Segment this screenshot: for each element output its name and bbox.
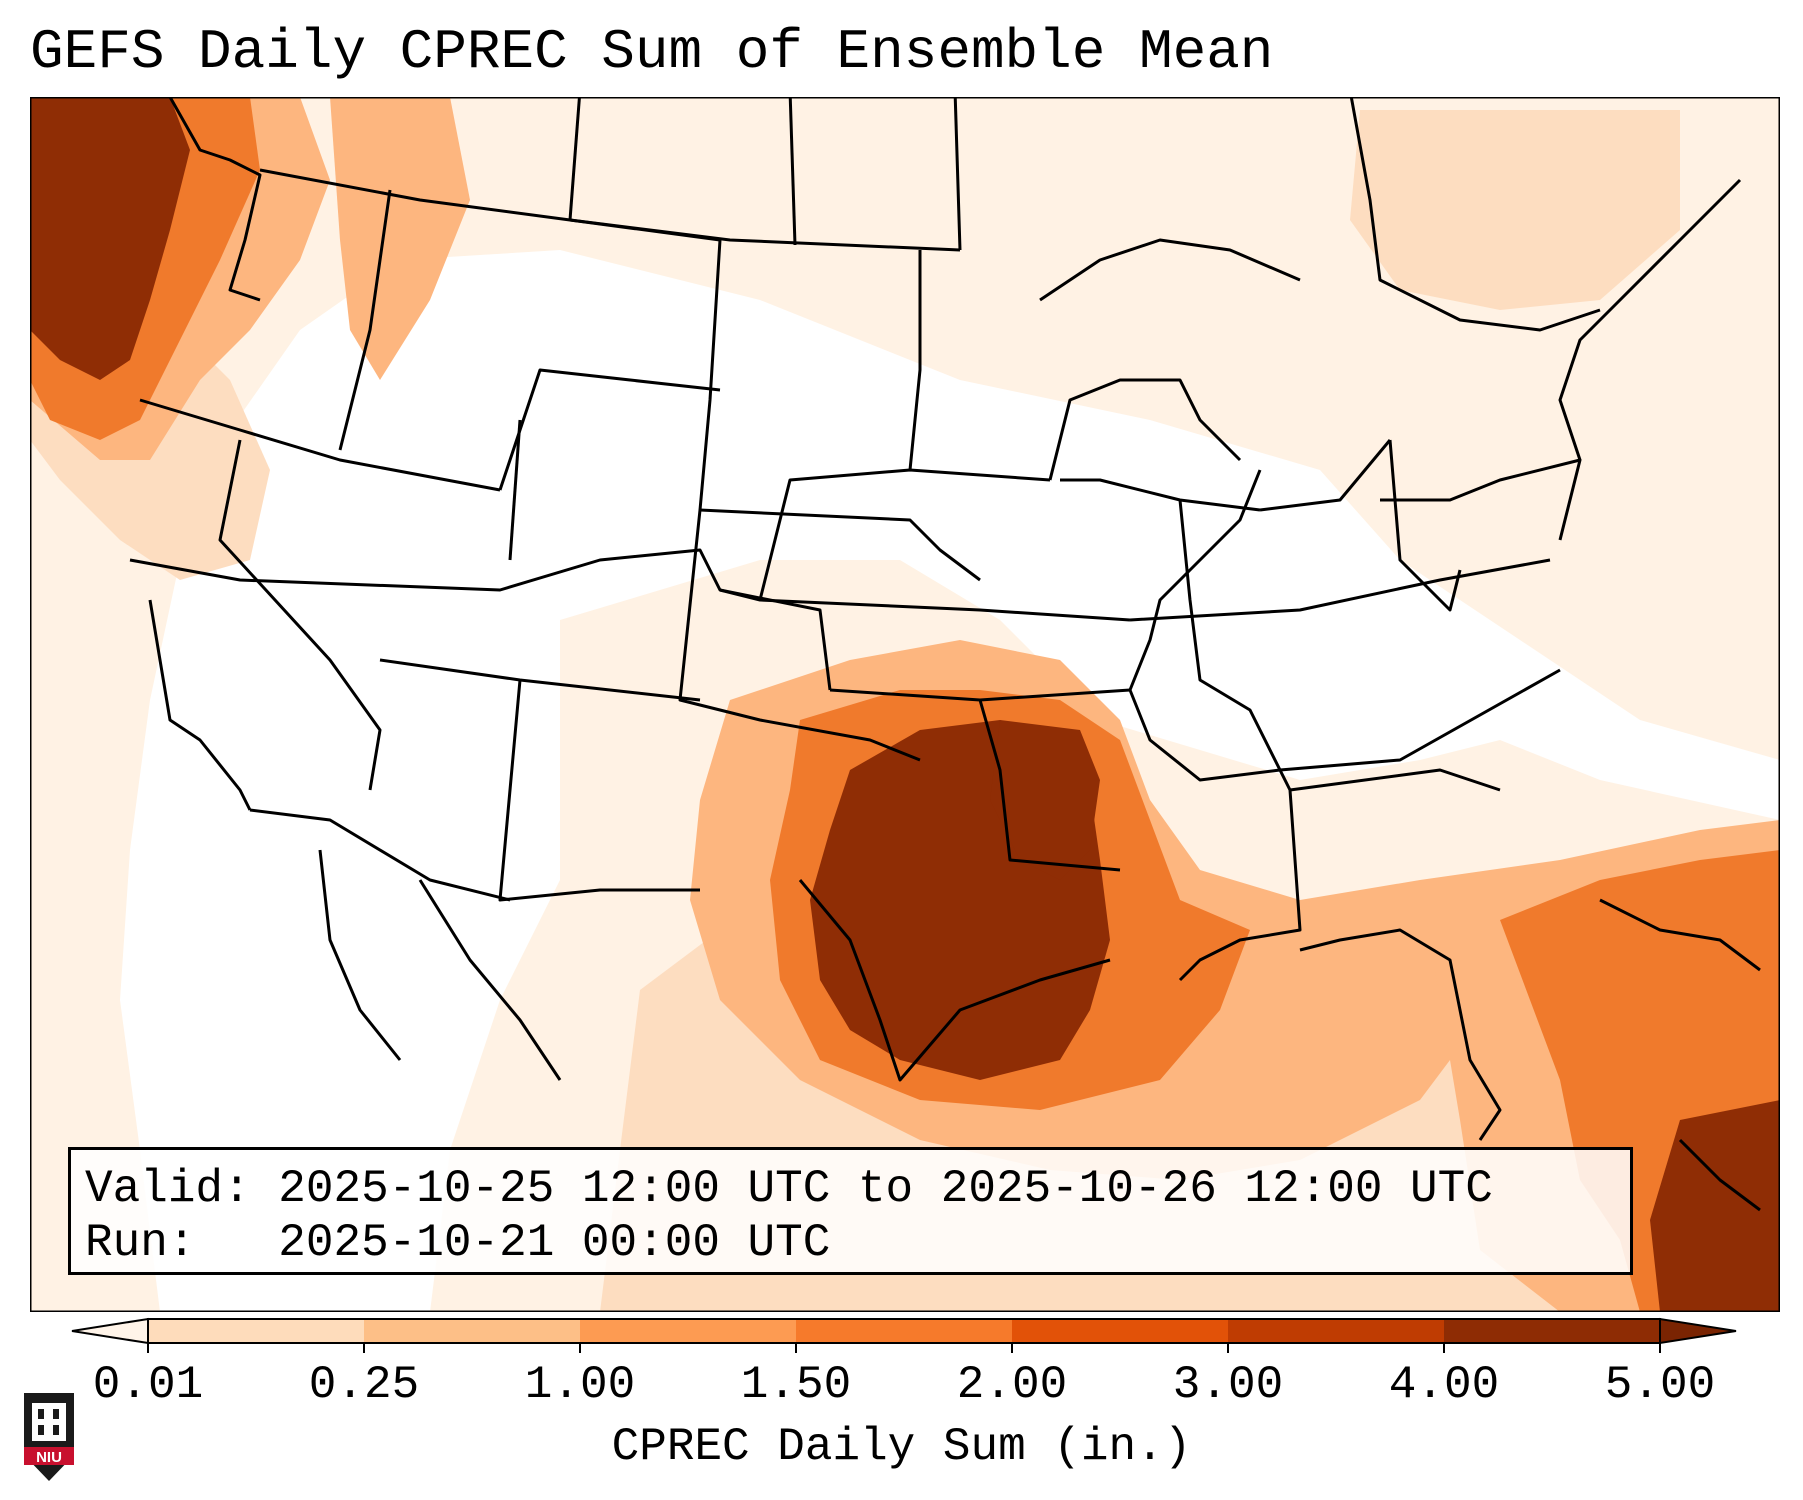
- run-label: Run:: [85, 1217, 196, 1269]
- map-panel: [30, 97, 1780, 1312]
- colorbar-segment: [1228, 1319, 1445, 1343]
- run-info-box: Valid: 2025-10-25 12:00 UTC to 2025-10-2…: [68, 1147, 1633, 1275]
- valid-label: Valid:: [85, 1163, 251, 1215]
- colorbar-segment: [1444, 1319, 1661, 1343]
- precip-shading-dark: [30, 97, 1780, 1312]
- colorbar-segments: [148, 1319, 1661, 1343]
- colorbar-tick-label: 0.01: [92, 1359, 204, 1411]
- colorbar-tick-label: 2.00: [956, 1359, 1068, 1411]
- colorbar-ticks: [147, 1343, 1661, 1353]
- colorbar-tick-label: 0.25: [308, 1359, 420, 1411]
- logo-text: NIU: [36, 1449, 62, 1466]
- colorbar: [71, 1317, 1737, 1353]
- colorbar-tick-label: 3.00: [1172, 1359, 1284, 1411]
- run-value: 2025-10-21 00:00 UTC: [278, 1217, 831, 1269]
- map-title: GEFS Daily CPREC Sum of Ensemble Mean: [30, 20, 1274, 84]
- colorbar-title: CPREC Daily Sum (in.): [611, 1421, 1192, 1473]
- colorbar-segment: [148, 1319, 365, 1343]
- colorbar-segment: [580, 1319, 797, 1343]
- colorbar-outline: [147, 1318, 1661, 1344]
- colorbar-extend-low: [71, 1317, 149, 1345]
- colorbar-extend-high: [1659, 1317, 1737, 1345]
- state-boundaries: [129, 97, 1761, 1212]
- valid-value: 2025-10-25 12:00 UTC to 2025-10-26 12:00…: [278, 1163, 1493, 1215]
- logo-building: [32, 1403, 66, 1441]
- colorbar-segment: [1012, 1319, 1229, 1343]
- colorbar-tick-label: 1.50: [740, 1359, 852, 1411]
- colorbar-tick-label: 5.00: [1604, 1359, 1716, 1411]
- colorbar-tick-label: 1.00: [524, 1359, 636, 1411]
- colorbar-tick-label: 4.00: [1388, 1359, 1500, 1411]
- colorbar-segment: [796, 1319, 1013, 1343]
- colorbar-segment: [364, 1319, 581, 1343]
- logo-band: [24, 1447, 74, 1465]
- niu-logo: NIU: [24, 1393, 74, 1481]
